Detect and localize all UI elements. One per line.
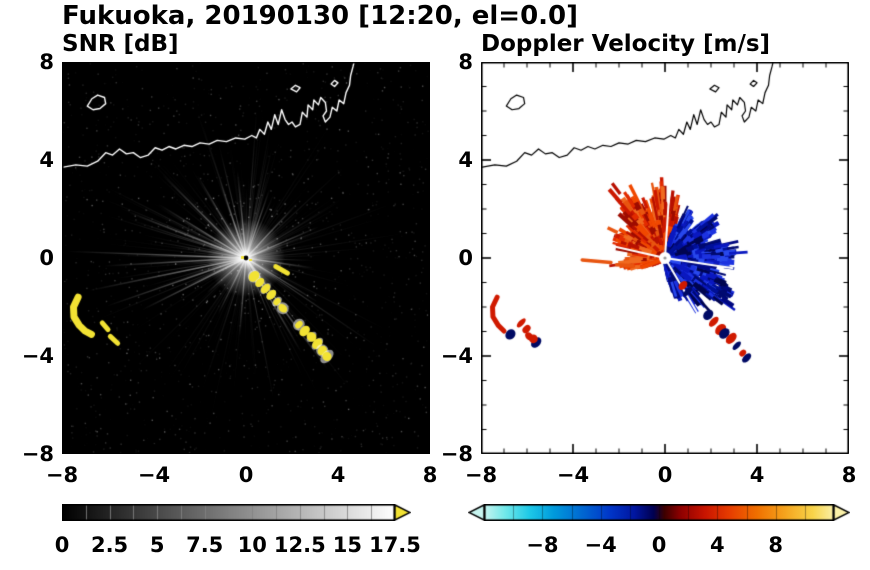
snr-colorbar-tick-label: 15 — [332, 533, 363, 557]
snr-colorbar-tick-label: 17.5 — [369, 533, 421, 557]
snr-panel-title: SNR [dB] — [62, 31, 179, 57]
snr-x-tick-label: 4 — [330, 463, 346, 487]
dop-y-tick-label: 0 — [458, 246, 473, 270]
doppler-colorbar-tick-label: 0 — [651, 533, 667, 557]
snr-x-tick-label: 8 — [422, 463, 438, 487]
doppler-colorbar-tick-label: −4 — [584, 533, 617, 557]
snr-colorbar-tick-label: 7.5 — [186, 533, 224, 557]
snr-plot-canvas — [62, 62, 430, 454]
doppler-panel-title: Doppler Velocity [m/s] — [481, 31, 771, 57]
figure-title: Fukuoka, 20190130 [12:20, el=0.0] — [62, 1, 579, 31]
dop-y-tick-label: −8 — [440, 442, 473, 466]
snr-colorbar-tick-label: 5 — [149, 533, 165, 557]
dop-y-tick-label: −4 — [440, 344, 473, 368]
dop-x-tick-label: 4 — [749, 463, 765, 487]
snr-colorbar-tick-label: 10 — [237, 533, 267, 557]
snr-x-tick-label: −4 — [137, 463, 171, 487]
snr-y-tick-label: 8 — [39, 50, 54, 74]
snr-y-tick-label: 0 — [39, 246, 54, 270]
dop-x-tick-label: 0 — [657, 463, 673, 487]
dop-y-tick-label: 4 — [458, 148, 473, 172]
snr-colorbar-tick-label: 12.5 — [273, 533, 326, 557]
doppler-colorbar — [468, 504, 850, 521]
doppler-plot — [481, 62, 849, 454]
snr-colorbar — [62, 504, 411, 521]
snr-colorbar-tick-label: 2.5 — [90, 533, 129, 557]
doppler-colorbar-tick-label: 4 — [710, 533, 725, 557]
doppler-colorbar-tick-label: −8 — [526, 533, 559, 557]
doppler-colorbar-tick-label: 8 — [768, 533, 783, 557]
dop-x-tick-label: 8 — [841, 463, 857, 487]
dop-y-tick-label: 8 — [458, 50, 473, 74]
snr-x-tick-label: 0 — [238, 463, 254, 487]
snr-y-tick-label: −8 — [21, 442, 54, 466]
snr-plot — [62, 62, 430, 454]
doppler-plot-canvas — [481, 62, 849, 454]
snr-y-tick-label: 4 — [39, 148, 54, 172]
snr-colorbar-tick-label: 0 — [54, 533, 70, 557]
dop-x-tick-label: −8 — [464, 463, 498, 487]
dop-x-tick-label: −4 — [556, 463, 590, 487]
snr-y-tick-label: −4 — [21, 344, 54, 368]
snr-x-tick-label: −8 — [45, 463, 79, 487]
